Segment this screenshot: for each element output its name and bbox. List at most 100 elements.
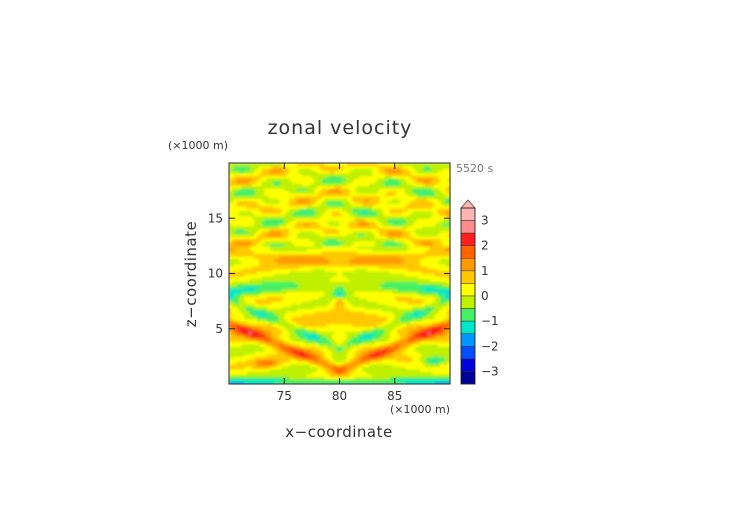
heatmap-cell <box>336 291 341 295</box>
heatmap-cell <box>286 346 290 350</box>
heatmap-cell <box>331 240 336 244</box>
heatmap-cell <box>299 376 303 380</box>
heatmap-cell <box>316 346 321 350</box>
heatmap-cell <box>241 298 245 302</box>
heatmap-cell <box>236 265 240 270</box>
heatmap-cell <box>286 321 290 325</box>
heatmap-cell <box>239 358 243 362</box>
heatmap-cell <box>279 348 283 352</box>
heatmap-cell <box>266 343 270 347</box>
heatmap-cell <box>304 336 308 340</box>
heatmap-cell <box>311 243 315 247</box>
heatmap-cell <box>324 326 328 330</box>
heatmap-cell <box>274 270 278 275</box>
heatmap-cell <box>279 371 283 375</box>
heatmap-cell <box>362 198 366 202</box>
heatmap-cell <box>306 178 310 182</box>
heatmap-cell <box>284 228 288 232</box>
heatmap-cell <box>274 165 278 169</box>
heatmap-cell <box>342 173 346 177</box>
heatmap-cell <box>344 268 348 272</box>
heatmap-cell <box>349 208 353 212</box>
heatmap-cell <box>294 228 298 232</box>
heatmap-cell <box>241 343 245 347</box>
heatmap-cell <box>304 361 308 365</box>
heatmap-cell <box>286 273 290 277</box>
heatmap-cell <box>309 328 313 332</box>
heatmap-cell <box>319 260 323 265</box>
heatmap-cell <box>352 356 356 360</box>
heatmap-cell <box>274 366 278 370</box>
heatmap-cell <box>354 308 358 312</box>
heatmap-cell <box>241 213 245 217</box>
heatmap-cell <box>249 180 253 184</box>
heatmap-cell <box>334 170 338 174</box>
heatmap-cell <box>299 178 303 182</box>
heatmap-cell <box>294 243 298 247</box>
heatmap-cell <box>364 173 368 177</box>
heatmap-cell <box>244 283 248 287</box>
heatmap-cell <box>306 265 310 270</box>
heatmap-cell <box>309 218 313 222</box>
heatmap-cell <box>352 233 356 237</box>
heatmap-cell <box>304 233 308 237</box>
heatmap-cell <box>336 193 341 197</box>
heatmap-cell <box>329 183 333 187</box>
heatmap-cell <box>266 180 270 184</box>
heatmap-cell <box>291 376 295 380</box>
heatmap-cell <box>264 233 268 237</box>
heatmap-cell <box>362 358 366 362</box>
heatmap-cell <box>234 240 238 244</box>
heatmap-cell <box>329 273 333 277</box>
heatmap-cell <box>244 293 248 297</box>
heatmap-cell <box>314 240 318 244</box>
heatmap-cell <box>236 203 240 207</box>
heatmap-cell <box>249 243 253 247</box>
heatmap-cell <box>266 306 270 310</box>
heatmap-cell <box>299 243 303 247</box>
heatmap-cell <box>316 173 321 177</box>
heatmap-cell <box>259 316 263 320</box>
heatmap-cell <box>274 373 278 378</box>
heatmap-cell <box>334 293 338 297</box>
heatmap-cell <box>369 243 373 247</box>
heatmap-cell <box>304 223 308 227</box>
heatmap-cell <box>362 165 366 169</box>
heatmap-cell <box>319 193 323 197</box>
heatmap-cell <box>352 351 356 355</box>
heatmap-cell <box>349 296 353 300</box>
heatmap-cell <box>344 178 348 182</box>
heatmap-cell <box>349 228 353 232</box>
heatmap-cell <box>266 253 270 257</box>
heatmap-cell <box>364 376 368 380</box>
heatmap-cell <box>367 278 371 282</box>
heatmap-cell <box>286 163 290 167</box>
heatmap-cell <box>314 165 318 169</box>
heatmap-cell <box>304 265 308 270</box>
heatmap-cell <box>304 373 308 378</box>
heatmap-cell <box>344 361 348 365</box>
heatmap-cell <box>239 250 243 255</box>
heatmap-cell <box>266 293 270 297</box>
heatmap-cell <box>274 308 278 312</box>
heatmap-cell <box>309 178 313 182</box>
heatmap-cell <box>229 218 233 222</box>
heatmap-cell <box>236 366 240 370</box>
heatmap-cell <box>349 283 353 287</box>
heatmap-cell <box>294 170 298 174</box>
heatmap-cell <box>284 353 288 357</box>
heatmap-cell <box>286 185 290 189</box>
heatmap-cell <box>231 333 235 337</box>
heatmap-cell <box>256 326 260 330</box>
heatmap-cell <box>342 258 346 262</box>
heatmap-cell <box>352 278 356 282</box>
heatmap-cell <box>289 180 293 184</box>
heatmap-cell <box>241 218 245 222</box>
heatmap-cell <box>344 248 348 252</box>
heatmap-cell <box>367 250 371 255</box>
heatmap-cell <box>266 358 270 362</box>
heatmap-cell <box>231 358 235 362</box>
heatmap-cell <box>306 205 310 209</box>
heatmap-cell <box>256 318 260 322</box>
heatmap-cell <box>276 298 280 302</box>
